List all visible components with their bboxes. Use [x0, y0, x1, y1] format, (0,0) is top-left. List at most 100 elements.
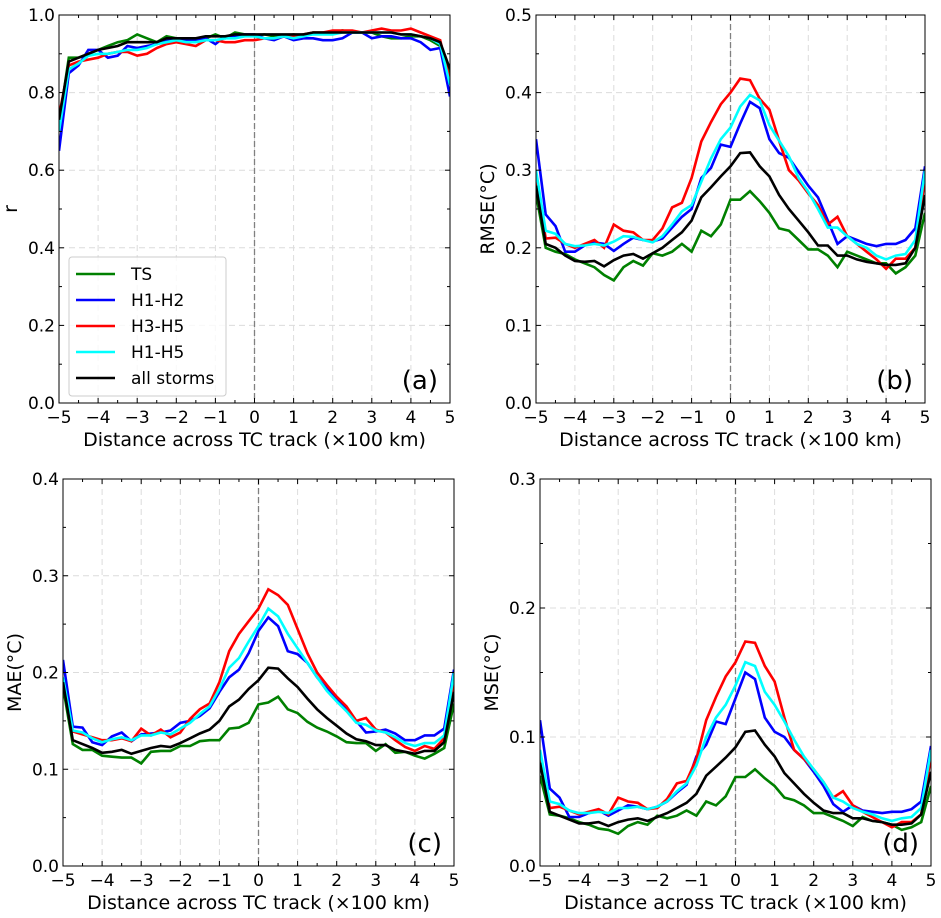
y-axis-label: r — [0, 205, 22, 213]
ticks — [539, 478, 932, 867]
series-line-all-storms — [540, 729, 931, 828]
series-group — [536, 77, 925, 283]
y-tick-label: 0.0 — [28, 394, 55, 414]
y-tick-label: 0.4 — [505, 84, 532, 104]
y-tick-label: 0.4 — [32, 470, 59, 490]
x-tick-label: 1 — [769, 871, 780, 891]
x-tick-label: 0 — [249, 408, 260, 428]
legend-entry: TS — [130, 265, 152, 285]
x-tick-label: 0 — [253, 871, 264, 891]
x-tick-label: 5 — [920, 408, 931, 428]
series-line-h1-h5 — [536, 93, 925, 261]
x-tick-label: −4 — [562, 408, 587, 428]
series-group — [63, 587, 454, 766]
x-tick-label: 4 — [409, 871, 420, 891]
x-tick-label: 2 — [808, 871, 819, 891]
x-tick-label: 1 — [292, 871, 303, 891]
series-line-h1-h2 — [536, 99, 925, 253]
x-axis-label: Distance across TC track (×100 km) — [559, 429, 902, 451]
y-tick-label: 1.0 — [28, 6, 55, 26]
x-tick-label: −5 — [46, 408, 71, 428]
x-tick-label: −5 — [523, 408, 548, 428]
y-tick-label: 0.1 — [505, 316, 532, 336]
y-axis-label: MAE(°C) — [4, 633, 26, 712]
x-tick-label: −4 — [567, 871, 592, 891]
x-tick-label: −4 — [86, 408, 111, 428]
x-tick-label: −2 — [168, 871, 193, 891]
panel-c: −5 −4 −3 −2 −1 0 1 2 3 4 5 0.0 0.1 0.2 0.3 0.4 Distance … — [4, 470, 459, 914]
series-line-all-storms — [63, 666, 454, 756]
x-tick-label: −5 — [527, 871, 552, 891]
panel-d: −5 −4 −3 −2 −1 0 1 2 3 4 5 0.0 0.1 0.2 0.3 Distance acr… — [481, 470, 936, 914]
x-tick-label: −1 — [203, 408, 228, 428]
x-tick-label: −3 — [601, 408, 626, 428]
y-tick-label: 0.8 — [28, 84, 55, 104]
x-tick-label: −2 — [645, 871, 670, 891]
y-tick-label: 0.5 — [505, 6, 532, 26]
y-tick-label: 0.3 — [509, 470, 536, 490]
y-tick-label: 0.2 — [32, 664, 59, 684]
legend-entry: all storms — [131, 369, 214, 389]
x-tick-label: −1 — [679, 408, 704, 428]
legend-entry: H1-H2 — [131, 291, 184, 311]
legend-box — [68, 256, 227, 397]
y-tick-label: 0.0 — [509, 857, 536, 877]
series-line-h1-h5 — [540, 660, 931, 823]
y-tick-label: 0.1 — [509, 728, 536, 748]
panel-a: −5 −4 −3 −2 −1 0 1 2 3 4 5 0.0 0.2 0.4 0.6 0.8 1.0 Distan… — [0, 6, 455, 451]
y-tick-label: 0.0 — [505, 394, 532, 414]
ticks — [535, 14, 926, 404]
x-tick-label: −2 — [164, 408, 189, 428]
x-tick-label: 3 — [366, 408, 377, 428]
x-tick-label: 2 — [327, 408, 338, 428]
series-line-all-storms — [536, 151, 925, 268]
y-axis-label: MSE(°C) — [481, 633, 503, 711]
y-tick-label: 0.2 — [505, 239, 532, 259]
x-axis-label: Distance across TC track (×100 km) — [564, 892, 907, 914]
panel-b: −5 −4 −3 −2 −1 0 1 2 3 4 5 0.0 0.1 0.2 0.3 0.4 0.5 Distan… — [477, 6, 930, 451]
y-tick-label: 0.2 — [509, 599, 536, 619]
x-tick-label: 2 — [331, 871, 342, 891]
series-line-h1-h5 — [63, 606, 454, 748]
x-tick-label: 5 — [445, 408, 456, 428]
series-line-all-storms — [59, 31, 450, 121]
legend: TS H1-H2 H3-H5 H1-H5 all storms — [68, 256, 227, 397]
x-tick-label: −2 — [640, 408, 665, 428]
y-tick-label: 0.1 — [32, 760, 59, 780]
ticks — [62, 478, 455, 867]
y-tick-label: 0.4 — [28, 239, 55, 259]
y-tick-label: 0.2 — [28, 316, 55, 336]
x-tick-label: 0 — [725, 408, 736, 428]
x-tick-label: 0 — [730, 871, 741, 891]
x-axis-label: Distance across TC track (×100 km) — [83, 429, 426, 451]
series-group — [59, 27, 450, 151]
y-axis-label: RMSE(°C) — [477, 163, 499, 254]
panel-label: (c) — [407, 829, 442, 859]
x-tick-label: 5 — [926, 871, 937, 891]
ticks — [58, 14, 451, 404]
y-tick-label: 0.0 — [32, 857, 59, 877]
x-tick-label: −3 — [606, 871, 631, 891]
x-tick-label: −4 — [90, 871, 115, 891]
x-tick-label: 3 — [370, 871, 381, 891]
series-line-ts — [536, 189, 925, 283]
x-tick-label: 2 — [803, 408, 814, 428]
x-tick-label: −3 — [125, 408, 150, 428]
series-line-h3-h5 — [59, 27, 450, 117]
x-axis-label: Distance across TC track (×100 km) — [87, 892, 430, 914]
panel-label: (a) — [402, 366, 438, 396]
panel-label: (d) — [882, 829, 919, 859]
y-tick-label: 0.6 — [28, 161, 55, 181]
y-tick-label: 0.3 — [505, 161, 532, 181]
x-tick-label: 1 — [288, 408, 299, 428]
y-tick-label: 0.3 — [32, 567, 59, 587]
x-tick-label: −1 — [207, 871, 232, 891]
x-tick-label: 4 — [886, 871, 897, 891]
x-tick-label: 5 — [449, 871, 460, 891]
x-tick-label: −3 — [129, 871, 154, 891]
x-tick-label: −5 — [50, 871, 75, 891]
x-tick-label: 3 — [842, 408, 853, 428]
x-tick-label: 4 — [405, 408, 416, 428]
x-tick-label: −1 — [684, 871, 709, 891]
